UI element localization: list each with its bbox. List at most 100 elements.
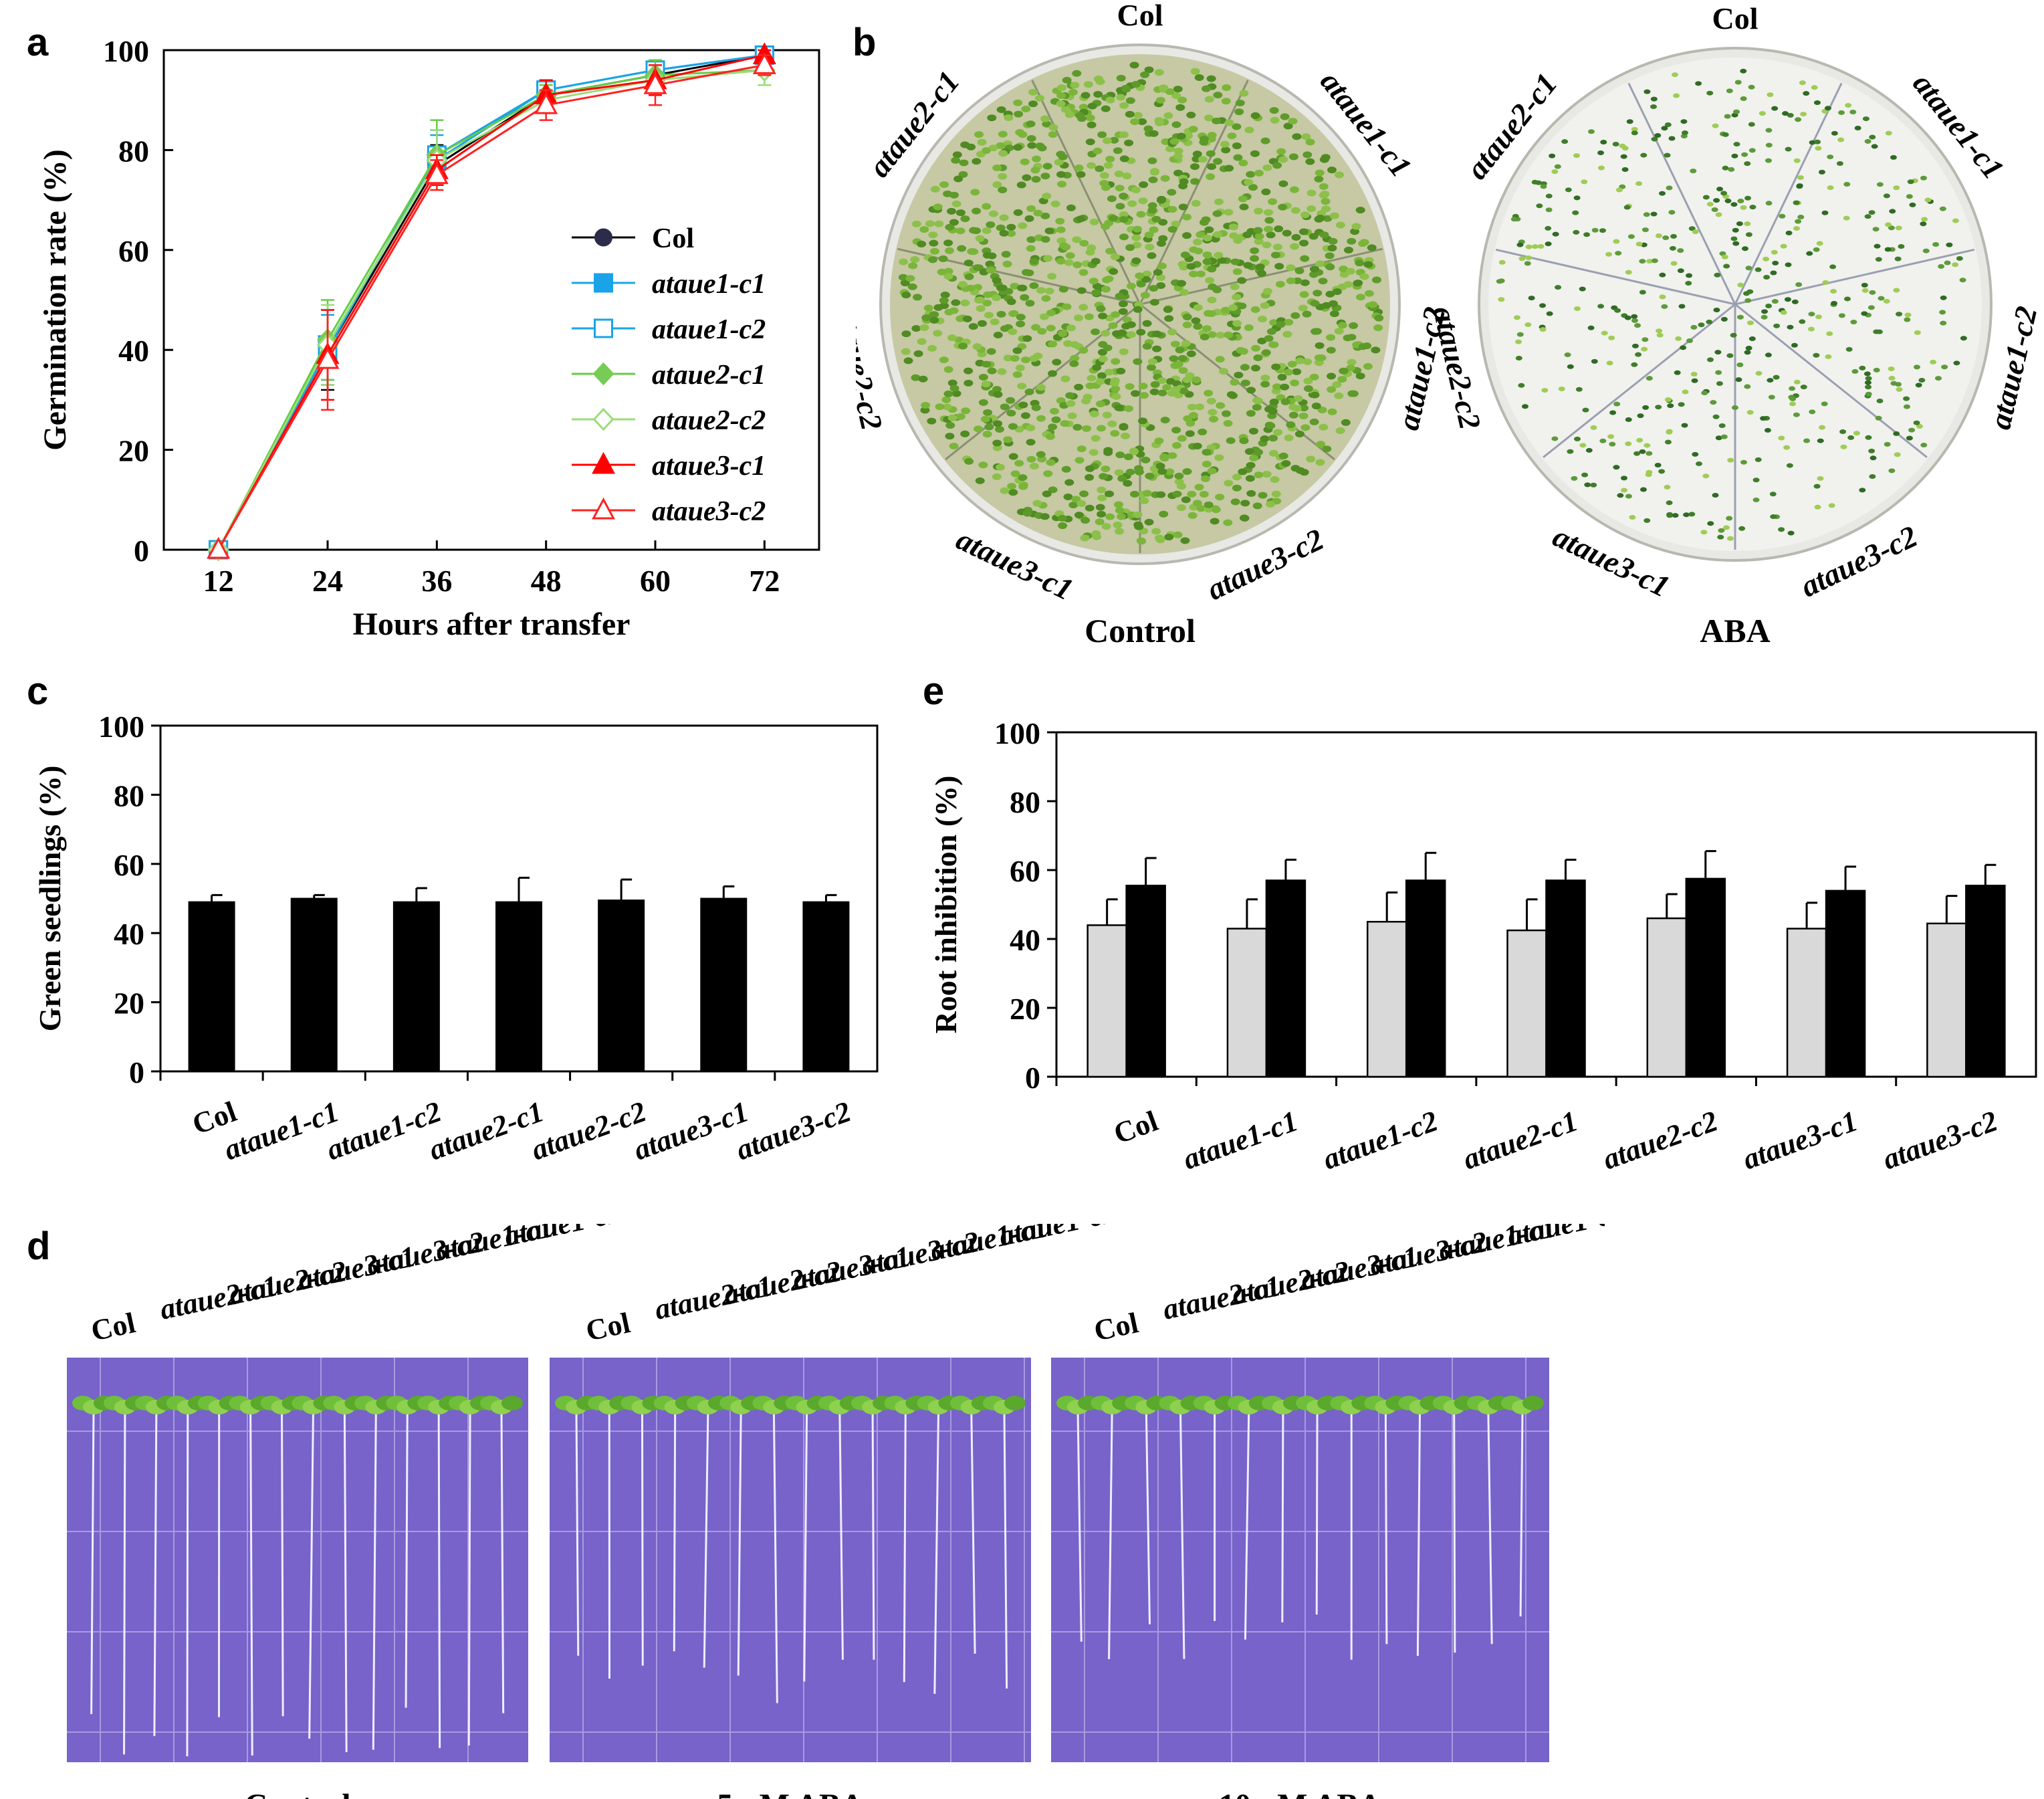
- seedling: [1821, 210, 1829, 215]
- seedling: [1224, 331, 1234, 338]
- seedling: [1180, 537, 1190, 544]
- seedling: [1189, 163, 1200, 171]
- seedling: [1643, 443, 1651, 448]
- seedling: [1724, 198, 1732, 203]
- seedling: [1726, 516, 1733, 521]
- seedling: [1078, 346, 1089, 354]
- seedling: [1116, 74, 1126, 82]
- seedling: [1139, 181, 1149, 189]
- seedling: [1040, 173, 1050, 180]
- seedling: [996, 310, 1006, 318]
- bar-ataue2-c2-0: [1646, 917, 1688, 1078]
- root: [405, 1410, 409, 1708]
- seedling: [1179, 289, 1189, 296]
- seedling: [1048, 340, 1058, 348]
- seedling: [1125, 383, 1135, 391]
- seedling: [939, 356, 949, 364]
- seedling: [1099, 172, 1109, 179]
- seedling: [1113, 521, 1123, 528]
- seedling: [1032, 500, 1042, 507]
- seedling: [1670, 261, 1678, 266]
- seedling: [1909, 202, 1916, 207]
- seedling: [955, 209, 966, 217]
- seedling: [1631, 362, 1638, 367]
- seedling: [1771, 299, 1779, 304]
- seedling: [1028, 100, 1038, 108]
- seedling: [1582, 407, 1589, 413]
- seedling: [1715, 212, 1722, 217]
- seedling: [1003, 436, 1013, 443]
- seedling: [1286, 421, 1296, 429]
- seedling: [1101, 330, 1111, 337]
- seedling: [1105, 155, 1115, 163]
- seedling: [1221, 410, 1231, 417]
- seedling: [1150, 381, 1160, 388]
- seedling: [1904, 312, 1912, 318]
- seedling: [1744, 350, 1751, 355]
- root: [1108, 1410, 1113, 1659]
- bar-Col: [188, 901, 235, 1073]
- seedling: [955, 227, 966, 235]
- seedling: [1561, 139, 1569, 144]
- seedling: [1136, 537, 1146, 544]
- seedling: [1496, 279, 1503, 284]
- seedling: [1089, 278, 1099, 285]
- bar-ataue3-c2-0: [1926, 922, 1967, 1078]
- seedling: [1116, 94, 1126, 101]
- seedling: [1319, 231, 1329, 239]
- seedling: [1861, 282, 1868, 288]
- seedling: [1773, 323, 1781, 328]
- seedling: [1175, 104, 1185, 111]
- seedling: [1115, 507, 1125, 514]
- seedling: [1358, 343, 1368, 350]
- seedling: [1803, 438, 1811, 443]
- seedling: [1314, 354, 1324, 361]
- seedling: [1136, 328, 1146, 336]
- photo-caption: 5 μM ABA: [717, 1788, 864, 1799]
- seedling: [1309, 233, 1319, 240]
- data-point: [425, 162, 449, 185]
- seedling: [1147, 252, 1157, 259]
- seedling: [1680, 119, 1688, 124]
- seedling: [1239, 90, 1249, 97]
- seedling: [1081, 517, 1091, 524]
- seedling: [1144, 66, 1154, 74]
- seedling: [1114, 171, 1124, 178]
- seedling: [1125, 97, 1135, 104]
- seedling: [1207, 331, 1217, 338]
- photo-sheen: [67, 1358, 528, 1762]
- seedling: [1101, 523, 1111, 530]
- seedling: [1173, 531, 1183, 538]
- seedling: [1245, 475, 1255, 482]
- seedling: [1861, 288, 1869, 293]
- seedling: [1155, 119, 1165, 126]
- seedling: [1013, 144, 1023, 151]
- seedling: [1177, 280, 1187, 287]
- seedling: [982, 251, 992, 259]
- seedling: [982, 300, 992, 307]
- seedling: [1712, 123, 1719, 128]
- seedling: [1283, 122, 1293, 130]
- seedling: [1149, 226, 1159, 233]
- seedling: [1002, 260, 1012, 268]
- seedling: [1016, 284, 1026, 292]
- seedling: [1828, 503, 1835, 508]
- seedling: [1893, 185, 1900, 191]
- y-tick-label: 80: [114, 778, 144, 813]
- seedling: [1006, 223, 1016, 231]
- seedling: [1325, 263, 1335, 271]
- seedling: [1639, 487, 1647, 492]
- seedling: [1761, 314, 1768, 320]
- seedling: [1029, 257, 1039, 265]
- seedling: [1770, 270, 1777, 276]
- seedling: [1052, 358, 1062, 366]
- seedling: [1715, 435, 1722, 441]
- seedling: [1109, 136, 1119, 144]
- seedling: [1327, 408, 1337, 415]
- seedling: [1322, 445, 1332, 453]
- seedling: [1119, 131, 1129, 138]
- seedling: [1173, 169, 1183, 177]
- seedling: [1155, 536, 1165, 544]
- seedling: [1136, 280, 1146, 288]
